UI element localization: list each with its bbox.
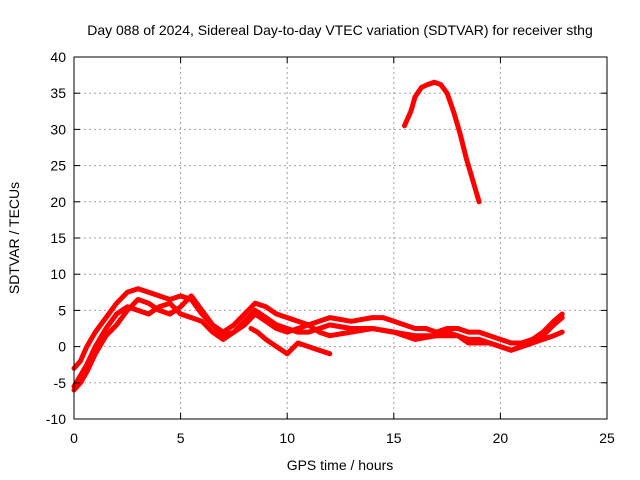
y-axis-label: SDTVAR / TECUs: [6, 182, 22, 294]
x-axis-label: GPS time / hours: [287, 457, 394, 473]
x-tick-label: 15: [386, 430, 402, 446]
axis-ticks: -10 -5 0 5 10 15 20 25 30 35 40 0 5 10 15 20 25: [46, 49, 615, 446]
series-line-track-d: [248, 326, 333, 357]
x-tick-label: 20: [493, 430, 509, 446]
y-tick-label: 10: [50, 266, 66, 282]
y-tick-label: 20: [50, 194, 66, 210]
series-line-track-a: [71, 286, 565, 371]
y-tick-label: 35: [50, 85, 66, 101]
y-tick-label: -5: [54, 375, 67, 391]
y-tick-label: 0: [58, 339, 66, 355]
x-tick-label: 5: [177, 430, 185, 446]
chart-title: Day 088 of 2024, Sidereal Day-to-day VTE…: [87, 22, 593, 38]
y-tick-label: 30: [50, 121, 66, 137]
y-tick-label: 25: [50, 158, 66, 174]
series-line-track-c: [71, 300, 565, 389]
y-tick-label: 15: [50, 230, 66, 246]
y-tick-label: 5: [58, 302, 66, 318]
x-tick-label: 10: [279, 430, 295, 446]
x-tick-label: 25: [599, 430, 615, 446]
grid-lines: [74, 57, 607, 419]
y-tick-label: -10: [46, 411, 66, 427]
x-tick-label: 0: [70, 430, 78, 446]
y-tick-label: 40: [50, 49, 66, 65]
series-line-track-e: [402, 79, 482, 205]
data-series: [71, 79, 565, 393]
